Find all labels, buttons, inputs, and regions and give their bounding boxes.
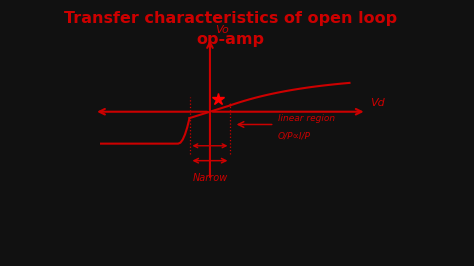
Text: Vd: Vd <box>370 98 384 108</box>
Text: linear region: linear region <box>278 114 335 123</box>
Text: Narrow: Narrow <box>192 173 228 184</box>
Text: Transfer characteristics of open loop: Transfer characteristics of open loop <box>64 11 397 26</box>
Text: O/P∝I/P: O/P∝I/P <box>278 131 311 140</box>
Text: op-amp: op-amp <box>196 32 264 47</box>
Text: Vo: Vo <box>215 25 229 35</box>
